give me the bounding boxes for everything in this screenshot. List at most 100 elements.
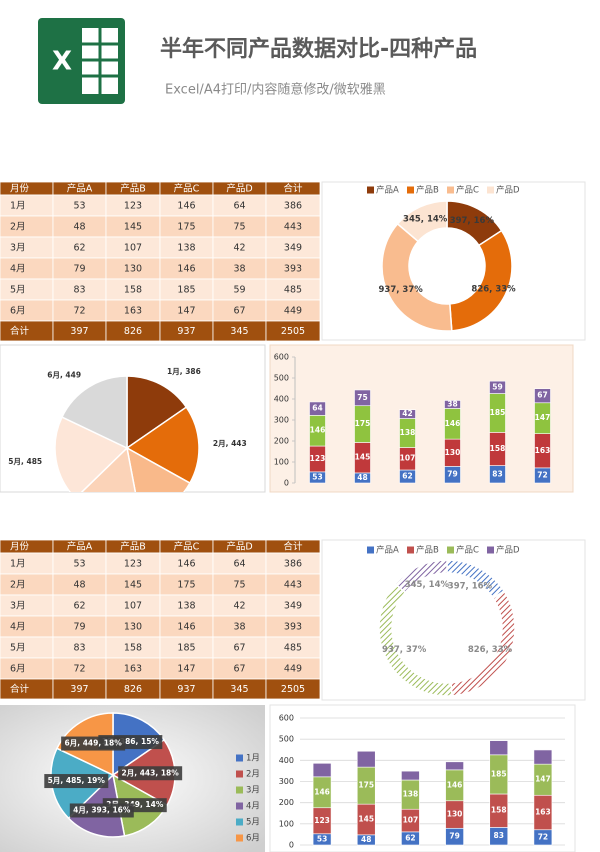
cell-text: 158 xyxy=(124,643,142,654)
legend-swatch xyxy=(236,770,243,778)
data-label: 6月, 449, 18% xyxy=(65,739,123,748)
pie-chart: 1月, 386 2月, 443 5月, 485 6月, 449 xyxy=(8,367,247,492)
bar-segment xyxy=(309,401,326,416)
cell-text: 107 xyxy=(124,243,142,254)
cell-text: 6月 xyxy=(10,306,26,317)
data-label: 79 xyxy=(449,832,459,841)
cell-text: 107 xyxy=(124,601,142,612)
legend-label: 产品D xyxy=(496,185,520,196)
data-label: 6月, 449 xyxy=(47,370,81,379)
table-cell xyxy=(0,573,54,596)
cell-text: 产品B xyxy=(120,183,146,195)
y-tick-label: 200 xyxy=(279,798,294,807)
data-label: 42 xyxy=(402,409,412,418)
cell-text: 449 xyxy=(284,664,302,675)
data-label: 397, 16% xyxy=(450,216,495,226)
cell-text: 123 xyxy=(124,201,142,212)
table-cell xyxy=(0,257,54,280)
cell-text: 38 xyxy=(233,264,245,275)
cell-text: 59 xyxy=(233,285,245,296)
legend-swatch xyxy=(447,546,454,554)
cell-text: 393 xyxy=(284,264,302,275)
cell-text: 123 xyxy=(124,559,142,570)
legend-swatch xyxy=(236,818,243,826)
data-label: 53 xyxy=(317,834,327,843)
data-label: 138 xyxy=(400,428,416,437)
cell-text: 53 xyxy=(73,559,85,570)
cell-text: 485 xyxy=(284,285,302,296)
legend: 1月 2月 3月 4月 5月 6月 xyxy=(236,754,260,844)
bar-chart: 0 100 200 300 400 500 600 53 123 146 48 145 175 62 107… xyxy=(279,714,565,850)
cell-text: 2月 xyxy=(10,222,26,233)
data-label: 38 xyxy=(447,399,457,408)
cell-text: 5月 xyxy=(10,643,26,654)
data-label: 345, 14% xyxy=(403,214,448,224)
cell-text: 175 xyxy=(177,222,195,233)
cell-text: 3月 xyxy=(10,243,26,254)
legend-label: 产品D xyxy=(496,545,520,556)
data-label: 146 xyxy=(314,787,330,796)
data-table: 月份 产品A 产品B 产品C 产品D 合计 1月 53 123 146 64 386 2月 48 145 17… xyxy=(0,539,321,700)
data-label: 83 xyxy=(494,831,504,840)
legend-label: 产品C xyxy=(456,545,479,556)
cell-text: 397 xyxy=(70,684,88,695)
data-label: 62 xyxy=(405,833,415,842)
page-subtitle: Excel/A4打印/内容随意修改/微软雅黑 xyxy=(165,82,386,98)
legend-label: 4月 xyxy=(246,802,260,812)
bar-segment xyxy=(489,740,509,756)
data-label: 937, 37% xyxy=(378,285,423,295)
donut-chart: 397, 16% 826, 33% 937, 37% 345, 14% 产品A 产品B 产品… xyxy=(367,545,520,697)
cell-text: 130 xyxy=(124,264,142,275)
y-tick-label: 100 xyxy=(279,819,294,828)
bar-segment xyxy=(401,770,420,781)
cell-text: 937 xyxy=(177,326,195,337)
cell-text: 38 xyxy=(233,622,245,633)
cell-text: 合计 xyxy=(283,541,303,553)
cell-text: 147 xyxy=(177,306,195,317)
legend-swatch xyxy=(367,546,374,554)
table-cell xyxy=(265,320,321,342)
y-tick-label: 300 xyxy=(274,416,289,425)
cell-text: 67 xyxy=(233,664,245,675)
data-label: 59 xyxy=(492,382,502,391)
pie-chart: 1月, 386, 15% 2月, 443, 18% 3月, 349, 14%4月, … xyxy=(44,712,183,838)
cell-text: 4月 xyxy=(10,264,26,275)
cell-text: 163 xyxy=(124,306,142,317)
cell-text: 146 xyxy=(177,559,195,570)
icon-letter: X xyxy=(52,47,72,77)
cell-text: 48 xyxy=(73,580,85,591)
legend-label: 1月 xyxy=(246,754,260,764)
cell-text: 产品A xyxy=(67,541,93,553)
data-label: 53 xyxy=(312,472,322,481)
data-label: 937, 37% xyxy=(382,645,427,655)
cell-text: 2月 xyxy=(10,580,26,591)
legend-label: 产品A xyxy=(376,545,399,556)
cell-text: 6月 xyxy=(10,664,26,675)
icon-grid xyxy=(82,28,118,94)
cell-text: 397 xyxy=(70,326,88,337)
cell-text: 产品D xyxy=(226,183,252,195)
table-cell xyxy=(0,657,54,680)
cell-text: 79 xyxy=(73,622,85,633)
legend-swatch xyxy=(407,186,414,194)
cell-text: 83 xyxy=(73,285,85,296)
cell-text: 145 xyxy=(124,580,142,591)
data-label: 185 xyxy=(490,408,506,417)
cell-text: 产品C xyxy=(174,183,200,195)
bar-segment xyxy=(354,389,371,407)
data-label: 75 xyxy=(357,393,367,402)
cell-text: 449 xyxy=(284,306,302,317)
y-tick-label: 600 xyxy=(274,353,289,362)
legend-label: 3月 xyxy=(246,786,260,796)
y-tick-label: 200 xyxy=(274,437,289,446)
data-label: 1月, 386 xyxy=(167,367,201,376)
cell-text: 62 xyxy=(73,601,85,612)
cell-text: 月份 xyxy=(10,541,30,553)
cell-text: 64 xyxy=(233,201,245,212)
table-cell xyxy=(0,552,54,575)
cell-text: 42 xyxy=(233,243,245,254)
label-box xyxy=(61,736,126,751)
page-title: 半年不同产品数据对比-四种产品 xyxy=(160,36,477,62)
